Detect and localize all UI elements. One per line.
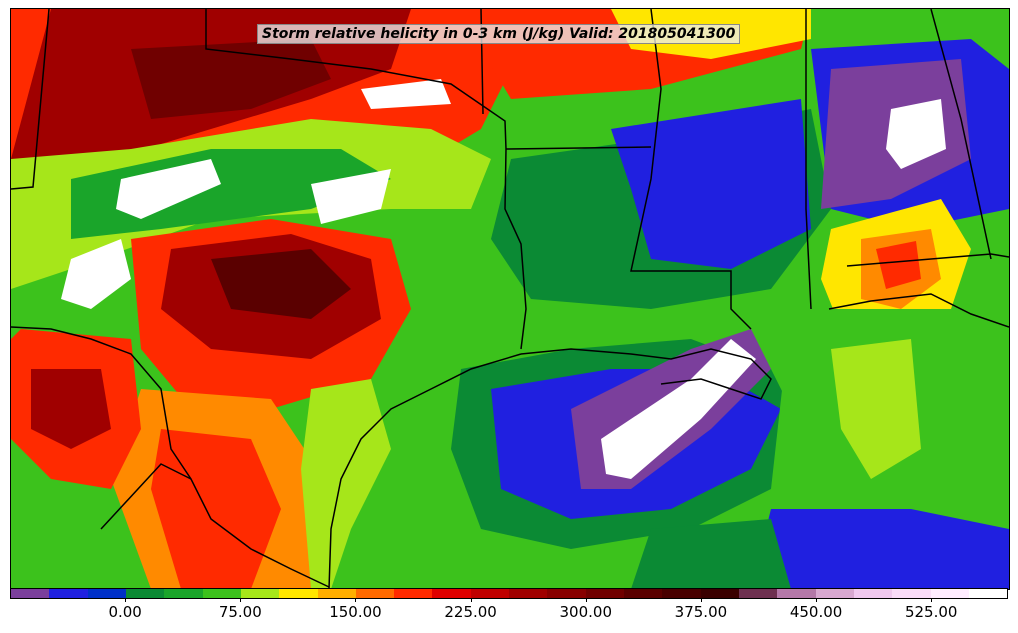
colorbar-swatch (815, 589, 854, 598)
colorbar-swatch (892, 589, 931, 598)
field-band-green (71, 149, 391, 239)
field-se-yellowgreen (831, 339, 921, 479)
colorbar-tickmark (931, 599, 933, 602)
colorbar-tick-label: 375.00 (674, 603, 728, 621)
colorbar-swatch (968, 589, 1008, 598)
colorbar-swatch (777, 589, 816, 598)
colorbar-tickmark (125, 599, 127, 602)
field-white-streak-3 (361, 79, 451, 109)
colorbar-swatch (470, 589, 510, 598)
colorbar-tick-label: 0.00 (108, 603, 142, 621)
field-ms-blue (611, 99, 811, 269)
border-rio-grande (11, 326, 330, 588)
colorbar-tick-label: 300.00 (559, 603, 613, 621)
colorbar-swatch (585, 589, 624, 598)
colorbar-swatch (662, 589, 701, 598)
colorbar-swatch (738, 589, 778, 598)
colorbar-swatch (240, 589, 280, 598)
border-mexico-state (100, 463, 192, 530)
colorbar-swatch (547, 589, 586, 598)
colorbar-tick-label: 150.00 (329, 603, 382, 621)
boundaries (11, 9, 1009, 589)
colorbar-swatch (125, 589, 165, 598)
colorbar-swatch (164, 589, 203, 598)
field-ne-white (886, 99, 946, 169)
helicity-map: Storm relative helicity in 0-3 km (J/kg)… (10, 8, 1010, 590)
coast-texas (328, 353, 522, 589)
field-white-streak-4 (61, 239, 131, 309)
colorbar-tick-label: 525.00 (904, 603, 958, 621)
colorbar-ticks: 0.00 75.00 150.00 225.00 300.00 375.00 450.00 5… (10, 599, 1008, 625)
field-west-darkred (31, 369, 111, 449)
colorbar-swatch (11, 589, 50, 598)
coast-louisiana (520, 348, 772, 400)
field-gulf-white (601, 339, 756, 479)
colorbar-tickmark (816, 599, 818, 602)
border-fl-north (846, 253, 1009, 267)
coast-panhandle (828, 293, 1009, 328)
colorbar-swatch (700, 589, 739, 598)
colorbar-swatch (279, 589, 318, 598)
field-white-streak-2 (311, 169, 391, 224)
border-ms-al (805, 9, 812, 310)
colorbar-swatch (394, 589, 433, 598)
colorbar-swatch (509, 589, 548, 598)
colorbar (10, 588, 1008, 599)
colorbar-swatch (49, 589, 88, 598)
field-s-green (631, 519, 791, 589)
field-white-streak-1 (116, 159, 221, 219)
colorbar-tick-label: 225.00 (444, 603, 497, 621)
colorbar-swatch (930, 589, 969, 598)
border-ar-la (505, 146, 652, 150)
colorbar-tick-label: 75.00 (218, 603, 262, 621)
field-fl-red (876, 241, 921, 289)
colorbar-tickmark (470, 599, 472, 602)
colorbar-swatch (355, 589, 395, 598)
colorbar-swatch (853, 589, 893, 598)
field-se-blue (751, 509, 1009, 589)
colorbar-swatch (624, 589, 663, 598)
border-ms-river (630, 9, 752, 330)
colorbar-tickmark (585, 599, 587, 602)
map-title: Storm relative helicity in 0-3 km (J/kg)… (257, 24, 741, 44)
map-canvas (11, 9, 1009, 589)
colorbar-swatch (87, 589, 126, 598)
colorbar-swatch (317, 589, 356, 598)
colorbar-tick-label: 450.00 (789, 603, 843, 621)
border-ok-tx (205, 9, 527, 350)
border-nm-west (11, 9, 50, 190)
field-nw-darkest (131, 39, 331, 119)
colorbar-tickmark (700, 599, 702, 602)
border-al-ga (930, 9, 992, 260)
colorbar-tickmark (355, 599, 357, 602)
colorbar-swatch (202, 589, 241, 598)
field-tx-darkest (211, 249, 351, 319)
colorbar-tickmark (240, 599, 242, 602)
colorbar-swatch (432, 589, 471, 598)
